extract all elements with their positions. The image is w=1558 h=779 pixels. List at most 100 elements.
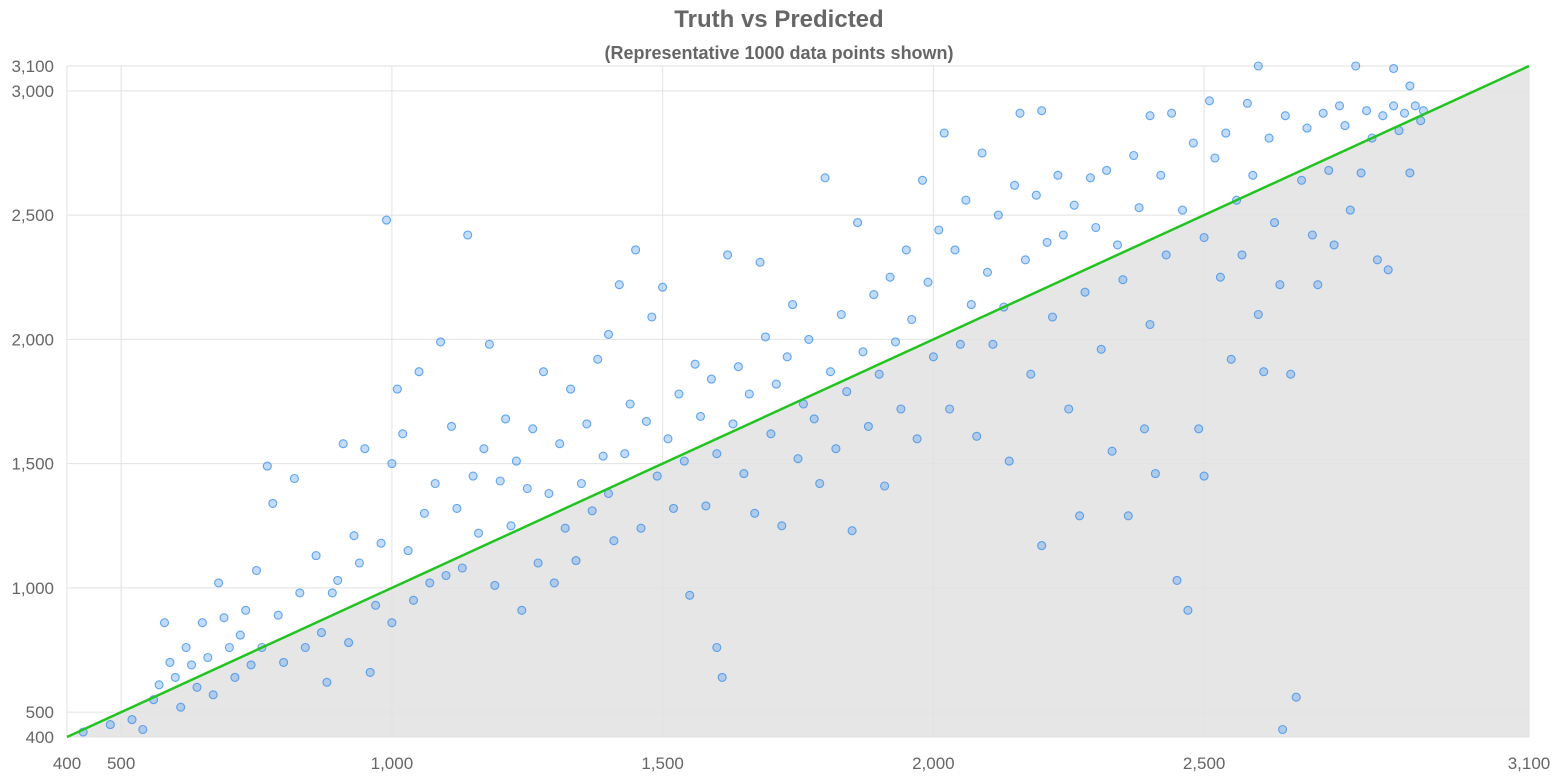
data-point-45: [381, 215, 392, 225]
data-point-212: [1253, 309, 1263, 320]
data-point-245: [1389, 63, 1399, 74]
data-point-171: [1042, 237, 1052, 247]
data-point-50: [403, 546, 413, 556]
data-point-73: [528, 424, 538, 434]
data-point-99: [663, 434, 673, 444]
data-point-168: [1031, 190, 1041, 200]
data-point-120: [771, 379, 781, 389]
data-point-226: [1324, 165, 1334, 175]
data-point-160: [988, 339, 998, 349]
data-point-181: [1096, 344, 1106, 354]
data-point-83: [582, 419, 592, 429]
data-point-161: [993, 210, 1003, 220]
data-point-124: [793, 454, 803, 464]
data-point-149: [928, 352, 938, 362]
data-point-38: [344, 638, 354, 648]
data-point-214: [1259, 367, 1269, 377]
data-point-173: [1053, 170, 1063, 180]
data-point-114: [739, 469, 749, 479]
data-point-101: [674, 389, 684, 399]
x-axis-ticks: 400 500 1,000 1,500 2,000 2,500 3,100: [53, 754, 1550, 773]
data-point-147: [917, 175, 928, 185]
data-point-86: [598, 451, 608, 461]
data-point-218: [1280, 111, 1290, 121]
data-point-5: [154, 680, 164, 690]
data-point-9: [176, 702, 186, 712]
data-point-141: [885, 272, 895, 282]
data-point-178: [1080, 287, 1090, 297]
data-point-241: [1405, 168, 1415, 178]
data-point-154: [955, 339, 965, 349]
data-point-157: [972, 431, 982, 441]
data-point-67: [495, 476, 505, 486]
data-point-94: [636, 523, 646, 533]
data-point-231: [1351, 61, 1361, 71]
reference-line: [66, 64, 1530, 739]
data-point-106: [701, 501, 711, 511]
data-point-145: [907, 314, 917, 325]
data-point-232: [1356, 168, 1366, 178]
y-tick-label: 1,500: [11, 455, 54, 474]
data-point-144: [901, 245, 911, 255]
data-point-47: [387, 618, 397, 628]
data-point-16: [214, 578, 224, 588]
data-point-233: [1362, 106, 1372, 116]
data-point-133: [842, 387, 852, 397]
data-point-97: [652, 471, 662, 481]
data-point-186: [1123, 511, 1133, 521]
data-point-211: [1248, 170, 1258, 180]
data-point-129: [820, 173, 830, 183]
data-point-33: [316, 628, 327, 638]
data-point-81: [571, 556, 581, 566]
data-point-100: [668, 503, 679, 513]
data-point-34: [322, 677, 332, 687]
data-point-36: [333, 575, 343, 585]
data-point-95: [641, 416, 651, 426]
data-point-103: [685, 590, 695, 600]
data-point-195: [1167, 108, 1177, 118]
data-point-130: [825, 367, 836, 377]
data-point-23: [251, 565, 262, 576]
data-point-107: [706, 374, 716, 384]
data-point-172: [1047, 312, 1058, 322]
data-point-49: [398, 429, 408, 439]
x-tick-label: 400: [53, 754, 81, 773]
data-point-150: [934, 225, 944, 235]
x-tick-label: 500: [107, 754, 135, 773]
data-point-204: [1210, 153, 1220, 163]
data-point-98: [658, 282, 668, 292]
data-point-40: [354, 558, 364, 568]
y-tick-label: 3,000: [11, 82, 54, 101]
data-point-78: [555, 439, 565, 449]
data-point-163: [1004, 456, 1014, 466]
data-point-246: [1405, 81, 1415, 91]
data-point-61: [463, 230, 473, 240]
y-tick-label: 3,100: [11, 57, 54, 76]
y-tick-label: 1,000: [11, 579, 54, 598]
data-point-230: [1345, 205, 1355, 215]
data-point-128: [815, 478, 825, 489]
data-point-84: [587, 506, 597, 516]
data-point-224: [1313, 280, 1323, 290]
data-point-119: [766, 429, 776, 439]
data-point-209: [1237, 250, 1247, 260]
data-point-184: [1112, 240, 1123, 250]
data-point-26: [268, 498, 278, 508]
data-point-28: [279, 657, 289, 667]
data-point-20: [235, 630, 245, 640]
data-point-62: [468, 471, 478, 481]
data-point-151: [939, 128, 949, 138]
data-point-206: [1221, 128, 1231, 138]
data-point-126: [804, 334, 814, 344]
data-point-213: [1253, 61, 1263, 71]
data-point-200: [1194, 424, 1204, 434]
data-point-71: [517, 605, 527, 615]
data-point-225: [1318, 108, 1328, 118]
data-point-115: [744, 389, 754, 399]
data-point-247: [1278, 724, 1288, 735]
data-point-228: [1334, 101, 1345, 111]
data-point-25: [262, 461, 272, 471]
x-tick-label: 1,500: [641, 754, 684, 773]
data-point-118: [760, 332, 771, 342]
data-point-177: [1075, 511, 1085, 521]
